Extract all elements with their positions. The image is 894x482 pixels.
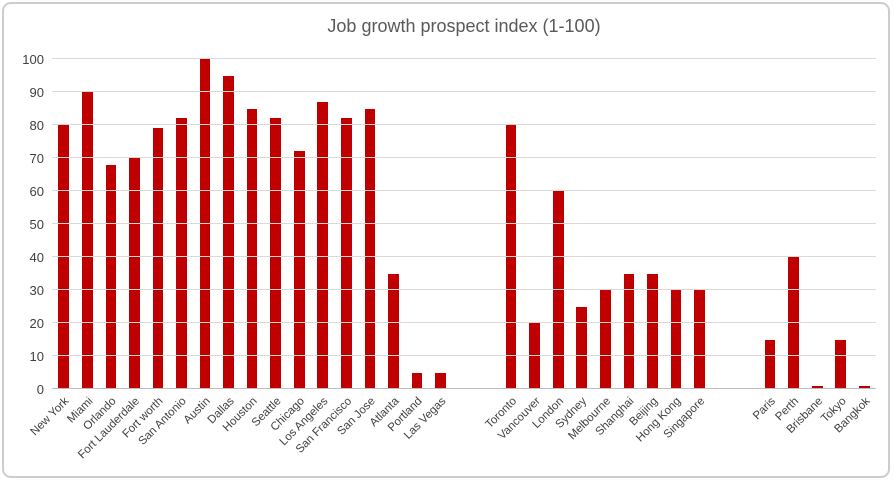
- bar-slot: Brisbane: [784, 59, 829, 436]
- bar-slot: Orlando: [81, 59, 123, 433]
- bar: [411, 372, 423, 389]
- bar-slot: San Francisco: [294, 59, 359, 456]
- bar: [435, 372, 446, 389]
- bar: [270, 118, 281, 389]
- bar: [529, 323, 540, 389]
- bar: [293, 151, 305, 389]
- gridline: [52, 223, 876, 224]
- bar-slot: London: [530, 59, 570, 431]
- bar: [223, 75, 234, 389]
- x-axis-label: Paris: [750, 395, 778, 423]
- chart-title: Job growth prospect index (1-100): [327, 16, 601, 36]
- gridline: [52, 58, 876, 59]
- bar-slot: Vancouver: [496, 59, 547, 442]
- y-tick-label: 80: [29, 118, 44, 133]
- bar: [694, 290, 705, 389]
- y-tick-label: 70: [29, 151, 44, 166]
- y-tick-label: 60: [29, 184, 44, 199]
- group-spacer: [452, 59, 499, 389]
- bar: [600, 290, 611, 389]
- y-tick-label: 10: [29, 349, 44, 364]
- bar-slot: Portland: [386, 59, 429, 434]
- gridline: [52, 355, 876, 356]
- bar-slot: San Antonio: [137, 59, 194, 448]
- bar: [129, 158, 140, 389]
- x-axis-label: Austin: [181, 395, 213, 427]
- bar: [764, 339, 776, 389]
- y-tick-label: 30: [29, 283, 44, 298]
- y-axis: 0 10 20 30 40 50 60 70 80 90 100: [8, 53, 48, 396]
- bar: [246, 108, 258, 389]
- bar-slot: Singapore: [662, 59, 712, 441]
- bar: [623, 273, 635, 389]
- bar: [176, 118, 187, 389]
- bar-slot: Los Angeles: [278, 59, 335, 448]
- bar: [788, 257, 799, 389]
- bar-slot: Houston: [221, 59, 264, 434]
- gridline: [52, 322, 876, 323]
- bar: [152, 128, 164, 389]
- y-tick-label: 90: [29, 85, 44, 100]
- bar: [552, 191, 564, 389]
- bar: [859, 385, 870, 389]
- bar: [388, 273, 399, 389]
- bar: [82, 92, 93, 389]
- gridline: [52, 256, 876, 257]
- bar: [647, 273, 658, 389]
- bar-slot: Melbourne: [566, 59, 618, 442]
- bar: [105, 164, 117, 389]
- bar-slot: San Jose: [335, 59, 382, 438]
- bar-slot: Miami: [65, 59, 100, 425]
- gridline: [52, 190, 876, 191]
- bar-slot: Las Vegas: [402, 59, 453, 442]
- plot-area: New York Miami Orlando Fort Lauderdale Fort …: [29, 58, 877, 461]
- bar-slot: Tokyo: [819, 59, 853, 425]
- bars-row: New York Miami Orlando Fort Lauderdale Fort …: [29, 59, 877, 461]
- gridline: [52, 289, 876, 290]
- bar-slot: Bangkok: [832, 59, 877, 435]
- bar-slot: Sydney: [554, 59, 594, 431]
- gridline: [52, 91, 876, 92]
- bar-slot: Chicago: [269, 59, 311, 434]
- bar: [341, 118, 352, 389]
- bar-slot: Dallas: [205, 59, 241, 426]
- x-axis-line: [52, 388, 876, 389]
- bar: [317, 101, 329, 389]
- bar-slot: Beijing: [627, 59, 665, 428]
- bar-slot: Paris: [751, 59, 782, 422]
- bar-slot: Perth: [774, 59, 806, 423]
- bar-slot: Hong Kong: [635, 59, 688, 444]
- bar: [576, 306, 588, 389]
- y-tick-label: 0: [36, 382, 44, 397]
- group-spacer: [711, 59, 758, 389]
- bar: [811, 385, 823, 389]
- bar: [835, 339, 847, 389]
- bar: [199, 59, 211, 389]
- bar-slot: Shanghai: [594, 59, 641, 438]
- bar-slot: Toronto: [483, 59, 523, 431]
- bar-slot: Atlanta: [367, 59, 406, 429]
- bar-slot: New York: [29, 59, 76, 438]
- bar-slot: Fort worth: [121, 59, 170, 440]
- bar: [670, 290, 682, 389]
- bar-slot: Austin: [182, 59, 217, 426]
- gridline: [52, 157, 876, 158]
- bar: [505, 125, 517, 389]
- y-tick-label: 50: [29, 217, 44, 232]
- bar: [58, 125, 70, 389]
- bar-slot: Seattle: [250, 59, 288, 429]
- gridline: [52, 124, 876, 125]
- y-tick-label: 100: [22, 52, 44, 67]
- bar-slot: Fort Lauderdale: [76, 59, 147, 461]
- bar: [364, 108, 376, 389]
- y-tick-label: 40: [29, 250, 44, 265]
- y-tick-label: 20: [29, 316, 44, 331]
